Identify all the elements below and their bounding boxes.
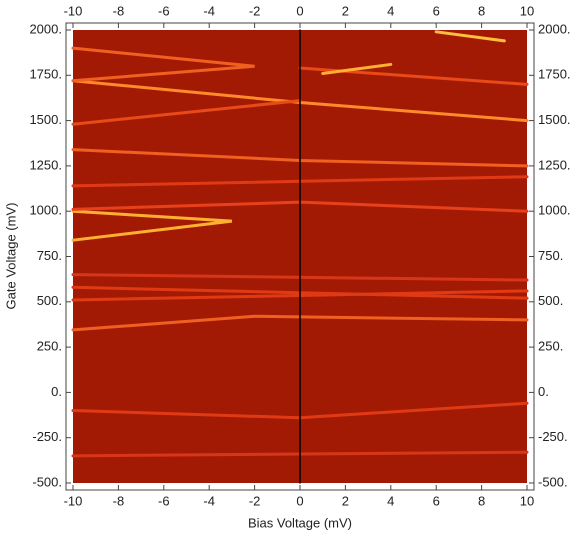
streak [321, 62, 393, 75]
y-tick-label-right: 250. [538, 339, 563, 354]
streak [71, 209, 233, 242]
x-tick-label: -6 [158, 493, 170, 508]
x-tick-label: 10 [520, 493, 534, 508]
streak [71, 314, 529, 332]
y-tick-label: 1000. [29, 203, 62, 218]
x-tick-label-top: -2 [249, 3, 261, 18]
x-tick-label-top: 8 [478, 3, 485, 18]
y-tick-label-right: -250. [538, 429, 568, 444]
y-tick-label: 2000. [29, 21, 62, 36]
y-tick-label-right: 1000. [538, 203, 571, 218]
x-tick-label: -4 [203, 493, 215, 508]
x-tick-label-top: -6 [158, 3, 170, 18]
streak [71, 46, 255, 83]
y-tick-label: 1500. [29, 112, 62, 127]
x-tick-label-top: 6 [433, 3, 440, 18]
x-tick-label-top: 10 [520, 3, 534, 18]
streak [434, 30, 506, 43]
x-tick-label: 2 [342, 493, 349, 508]
y-axis-label: Gate Voltage (mV) [3, 203, 18, 310]
x-tick-label: 4 [387, 493, 394, 508]
y-tick-label: 0. [51, 384, 62, 399]
x-tick-label-top: -10 [64, 3, 83, 18]
x-tick-label-top: 2 [342, 3, 349, 18]
x-tick-label: -10 [64, 493, 83, 508]
y-tick-label-right: -500. [538, 474, 568, 489]
y-tick-label: 500. [37, 293, 62, 308]
streak [71, 99, 302, 126]
y-tick-label-right: 1250. [538, 157, 571, 172]
x-tick-label: -8 [113, 493, 125, 508]
y-tick-label: 1250. [29, 157, 62, 172]
x-tick-label-top: 4 [387, 3, 394, 18]
y-tick-label-right: 750. [538, 248, 563, 263]
y-tick-label: -250. [32, 429, 62, 444]
x-tick-label: 8 [478, 493, 485, 508]
y-tick-label: 250. [37, 339, 62, 354]
y-tick-label-right: 1500. [538, 112, 571, 127]
y-tick-label-right: 0. [538, 384, 549, 399]
y-tick-label-right: 500. [538, 293, 563, 308]
x-tick-label: 6 [433, 493, 440, 508]
y-tick-label: -500. [32, 474, 62, 489]
x-tick-label-top: -4 [203, 3, 215, 18]
x-tick-label: 0 [296, 493, 303, 508]
x-tick-label-top: 0 [296, 3, 303, 18]
x-tick-label: -2 [249, 493, 261, 508]
x-tick-label-top: -8 [113, 3, 125, 18]
y-tick-label: 1750. [29, 67, 62, 82]
x-axis-label: Bias Voltage (mV) [248, 515, 352, 530]
y-tick-label: 750. [37, 248, 62, 263]
y-tick-label-right: 1750. [538, 67, 571, 82]
y-tick-label-right: 2000. [538, 21, 571, 36]
